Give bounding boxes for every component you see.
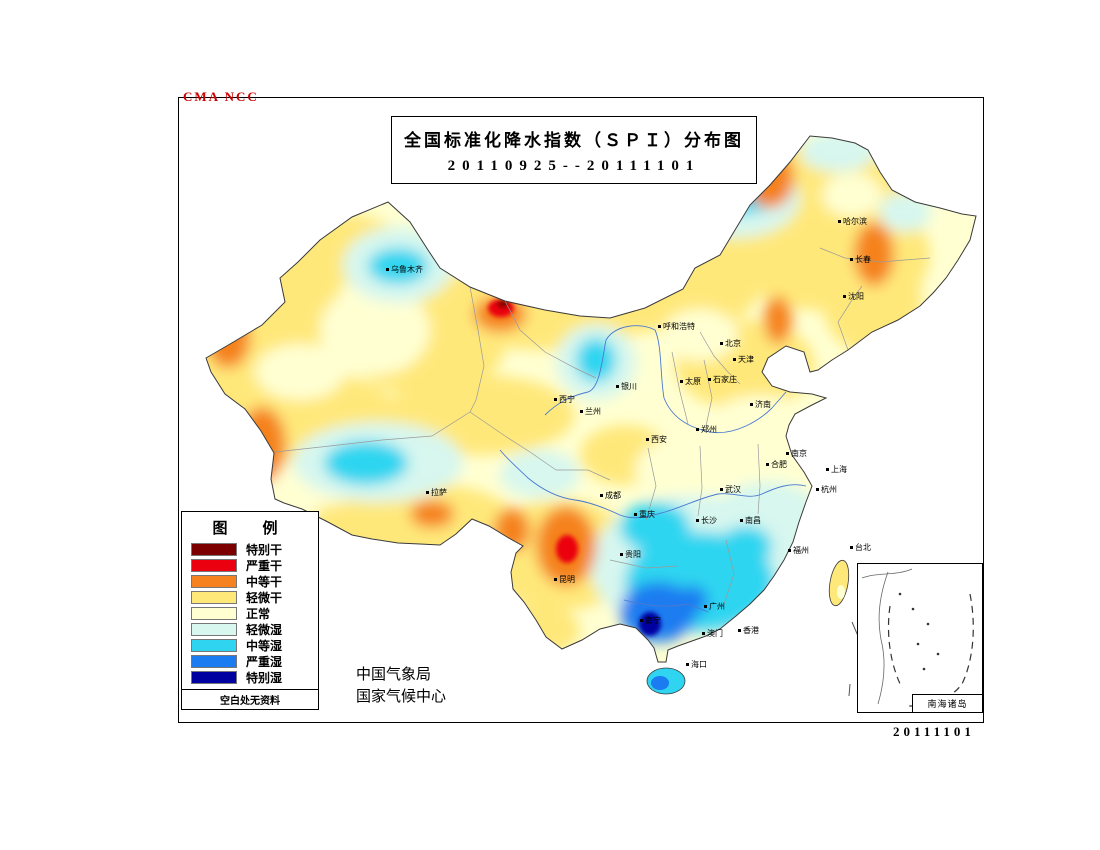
legend-footnote: 空白处无资料 [182, 689, 318, 709]
legend-title: 图 例 [212, 521, 288, 537]
legend-swatch [191, 543, 237, 556]
spi-extreme-wet-blobs [639, 612, 661, 636]
legend-item: 中等干 [191, 574, 318, 589]
spi-extreme-dry-blobs [497, 300, 509, 308]
legend-label: 特别干 [246, 543, 283, 557]
legend-label: 中等干 [246, 575, 283, 589]
spi-moderate-wet-blobs [324, 182, 775, 632]
legend-swatch [191, 575, 237, 588]
china-outline [205, 135, 977, 663]
legend-item: 轻微干 [191, 590, 318, 605]
legend-label: 正常 [246, 607, 271, 621]
legend-swatch [191, 671, 237, 684]
legend-item: 特别干 [191, 542, 318, 557]
inset-map [861, 568, 974, 707]
legend-swatch [191, 591, 237, 604]
legend-item: 严重干 [191, 558, 318, 573]
legend-item: 中等湿 [191, 638, 318, 653]
date-range: 20110925--20111101 [447, 157, 701, 174]
map-title: 全国标准化降水指数（ＳＰＩ）分布图 [404, 130, 744, 150]
legend: 图 例 特别干严重干中等干轻微干正常轻微湿中等湿严重湿特别湿 空白处无资料 [181, 511, 319, 710]
credits-line2: 国家气候中心 [356, 689, 447, 705]
inset-dash-line [887, 593, 974, 707]
legend-label: 严重湿 [246, 655, 283, 669]
inset-islands [898, 592, 940, 671]
taiwan-island [828, 559, 850, 607]
legend-label: 严重干 [246, 559, 283, 573]
credits-line1: 中国气象局 [356, 667, 432, 683]
legend-swatch [191, 655, 237, 668]
legend-item: 特别湿 [191, 670, 318, 685]
legend-label: 轻微湿 [246, 623, 283, 637]
legend-swatch [191, 607, 237, 620]
title-box: 全国标准化降水指数（ＳＰＩ）分布图 20110925--20111101 [391, 116, 757, 184]
legend-swatch [191, 559, 237, 572]
province-borders [274, 247, 931, 605]
inset-coastlines [861, 568, 913, 705]
agency-mark: CMA NCC [183, 89, 259, 104]
legend-item: 正常 [191, 606, 318, 621]
legend-item: 轻微湿 [191, 622, 318, 637]
legend-swatch [191, 639, 237, 652]
credits: 中国气象局 国家气候中心 [356, 664, 446, 708]
legend-label: 特别湿 [246, 671, 283, 685]
footer-date: 20111101 [893, 724, 975, 739]
hainan-island [646, 667, 686, 695]
legend-item: 严重湿 [191, 654, 318, 669]
south-china-sea-inset: 南海诸岛 [857, 563, 983, 713]
legend-label: 轻微干 [246, 591, 283, 605]
legend-items: 特别干严重干中等干轻微干正常轻微湿中等湿严重湿特别湿 [182, 541, 318, 686]
spi-severe-wet-blobs [620, 582, 708, 642]
rivers [499, 325, 807, 613]
legend-swatch [191, 623, 237, 636]
inset-label: 南海诸岛 [912, 694, 983, 713]
legend-label: 中等湿 [246, 639, 283, 653]
